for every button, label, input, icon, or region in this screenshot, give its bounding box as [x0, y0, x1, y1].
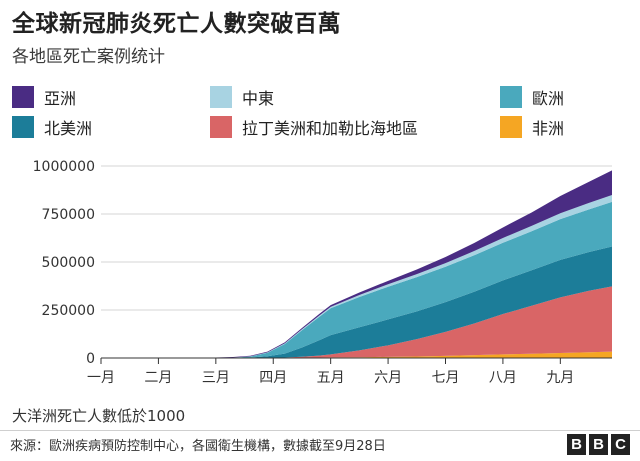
legend-swatch-latin-america — [210, 116, 232, 138]
axes: 0 250000 500000 750000 1000000 一月 二月 三月 四月 五月 六月 七月… — [33, 159, 612, 386]
y-tick-label: 500000 — [42, 255, 95, 271]
y-tick-label: 1000000 — [33, 159, 95, 175]
legend-label-europe: 歐洲 — [532, 89, 565, 108]
legend-swatch-middle-east — [210, 86, 232, 108]
x-tick-label: 一月 — [87, 370, 115, 386]
legend-swatch-asia — [12, 86, 34, 108]
x-tick-label: 三月 — [202, 370, 230, 386]
legend-item-north-america: 北美洲 — [12, 116, 92, 138]
bbc-logo-letter: C — [611, 434, 630, 455]
chart-subtitle: 各地區死亡案例统计 — [12, 47, 165, 67]
legend-item-middle-east: 中東 — [210, 86, 274, 108]
stacked-area-chart: 0 250000 500000 750000 1000000 一月 二月 三月 四月 五月 六月 七月… — [33, 159, 612, 386]
legend-label-asia: 亞洲 — [44, 89, 77, 108]
legend-label-africa: 非洲 — [532, 119, 565, 138]
chart-title: 全球新冠肺炎死亡人數突破百萬 — [12, 11, 341, 37]
legend-swatch-europe — [500, 86, 522, 108]
area-series-europe — [101, 201, 612, 358]
legend-swatch-north-america — [12, 116, 34, 138]
legend-item-asia: 亞洲 — [12, 86, 76, 108]
legend-item-africa: 非洲 — [500, 116, 564, 138]
y-tick-label: 250000 — [42, 303, 95, 319]
bbc-logo-letter: B — [589, 434, 608, 455]
area-series-north-america — [101, 246, 612, 358]
bbc-logo-letter: B — [567, 434, 586, 455]
legend-label-middle-east: 中東 — [242, 89, 275, 108]
x-tick-label: 七月 — [431, 370, 459, 386]
area-series-latin-america — [101, 286, 612, 358]
legend-item-europe: 歐洲 — [500, 86, 564, 108]
legend-swatch-africa — [500, 116, 522, 138]
legend-label-north-america: 北美洲 — [44, 119, 93, 138]
source-text: 來源：歐洲疾病預防控制中心，各國衛生機構，數據截至9月28日 — [10, 439, 386, 454]
x-tick-label: 六月 — [374, 370, 402, 386]
y-tick-label: 0 — [86, 351, 95, 367]
x-tick-label: 八月 — [489, 370, 517, 386]
area-series-africa — [101, 351, 612, 358]
x-tick-label: 九月 — [546, 370, 574, 386]
legend-item-latin-america: 拉丁美洲和加勒比海地區 — [210, 116, 418, 138]
bbc-logo: B B C — [567, 434, 630, 455]
area-series-group — [101, 170, 612, 358]
x-tick-label: 二月 — [144, 370, 172, 386]
y-tick-label: 750000 — [42, 207, 95, 223]
legend-label-latin-america: 拉丁美洲和加勒比海地區 — [242, 119, 419, 138]
x-tick-label: 四月 — [259, 370, 287, 386]
footer-divider — [0, 430, 640, 431]
x-tick-label: 五月 — [317, 370, 345, 386]
chart-note: 大洋洲死亡人數低於1000 — [12, 407, 186, 425]
